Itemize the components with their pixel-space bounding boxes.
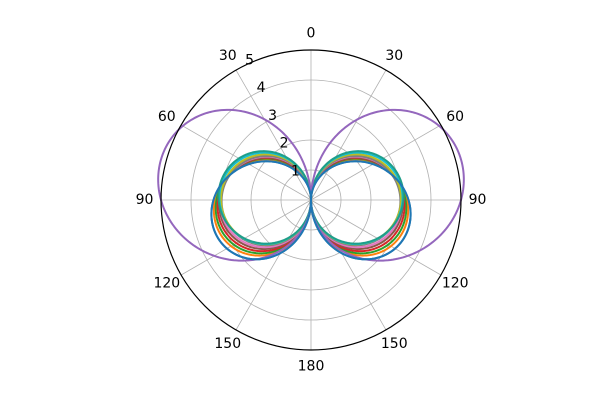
theta-grid-line-150 <box>310 199 387 331</box>
r-tick-label-4: 4 <box>257 80 266 96</box>
theta-tick-label-120: 120 <box>442 275 469 291</box>
theta-tick-label-150: 150 <box>381 336 408 352</box>
theta-tick-label-300: 60 <box>158 109 176 125</box>
theta-grid-line-330 <box>235 69 312 201</box>
grid <box>161 50 461 350</box>
theta-grid-line-240 <box>180 199 312 276</box>
theta-tick-label-270: 90 <box>136 192 154 208</box>
theta-tick-label-210: 150 <box>214 336 241 352</box>
theta-tick-label-60: 60 <box>446 109 464 125</box>
theta-tick-label-240: 120 <box>153 275 180 291</box>
series-group <box>157 108 465 262</box>
theta-tick-label-330: 30 <box>219 48 237 64</box>
theta-grid-line-210 <box>235 199 312 331</box>
theta-grid-line-120 <box>310 199 442 276</box>
theta-grid-line-30 <box>310 69 387 201</box>
r-tick-label-3: 3 <box>268 108 277 124</box>
theta-tick-label-0: 0 <box>307 26 316 42</box>
r-tick-label-2: 2 <box>280 136 289 152</box>
theta-tick-label-90: 90 <box>469 192 487 208</box>
r-tick-label-1: 1 <box>291 163 300 179</box>
theta-tick-label-180: 180 <box>298 359 325 375</box>
r-tick-label-5: 5 <box>245 52 254 68</box>
polar-outer-ring <box>160 49 462 351</box>
theta-tick-label-30: 30 <box>385 48 403 64</box>
series-line-12 <box>210 160 412 261</box>
